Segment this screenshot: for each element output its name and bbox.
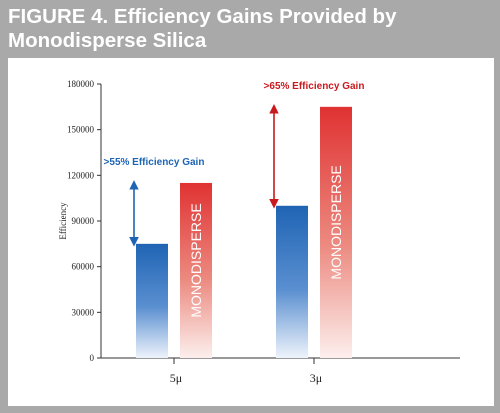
bar-series-label: MONODISPERSE xyxy=(188,203,204,317)
figure-title: FIGURE 4. Efficiency Gains Provided by M… xyxy=(8,5,492,53)
y-axis-label: Efficiency xyxy=(58,202,68,240)
y-tick-label: 0 xyxy=(90,353,95,363)
axes: 0 30000 60000 90000 120000 150000 180000 Effici… xyxy=(58,79,460,385)
y-tick-label: 180000 xyxy=(67,79,95,89)
y-tick-label: 150000 xyxy=(67,125,95,135)
bar-chart: 0 30000 60000 90000 120000 150000 180000 Effici… xyxy=(58,79,460,385)
bar-series-label: MONODISPERSE xyxy=(328,165,344,279)
annotations: >55% Efficiency Gain >65% Efficiency Gain xyxy=(104,81,365,247)
bar-monodisperse-1 xyxy=(320,106,352,358)
bars: MONODISPERSE MONODISPERSE xyxy=(136,106,352,358)
figure-title-line1: FIGURE 4. Efficiency Gains Provided by xyxy=(8,5,397,28)
y-tick-label: 60000 xyxy=(72,262,95,272)
figure-title-line2: Monodisperse Silica xyxy=(8,29,207,52)
x-tick-label: 3μ xyxy=(310,371,322,385)
x-tick-label: 5μ xyxy=(170,371,182,385)
y-tick-label: 30000 xyxy=(72,307,95,317)
bar-baseline-0 xyxy=(136,243,168,358)
gain-annotation: >55% Efficiency Gain xyxy=(104,157,205,168)
y-tick-label: 120000 xyxy=(67,170,95,180)
gain-annotation: >65% Efficiency Gain xyxy=(264,81,365,92)
chart-panel: 0 30000 60000 90000 120000 150000 180000 Effici… xyxy=(8,58,494,406)
bar-baseline-1 xyxy=(276,205,308,358)
y-tick-label: 90000 xyxy=(72,216,95,226)
bar-monodisperse-0 xyxy=(180,182,212,358)
